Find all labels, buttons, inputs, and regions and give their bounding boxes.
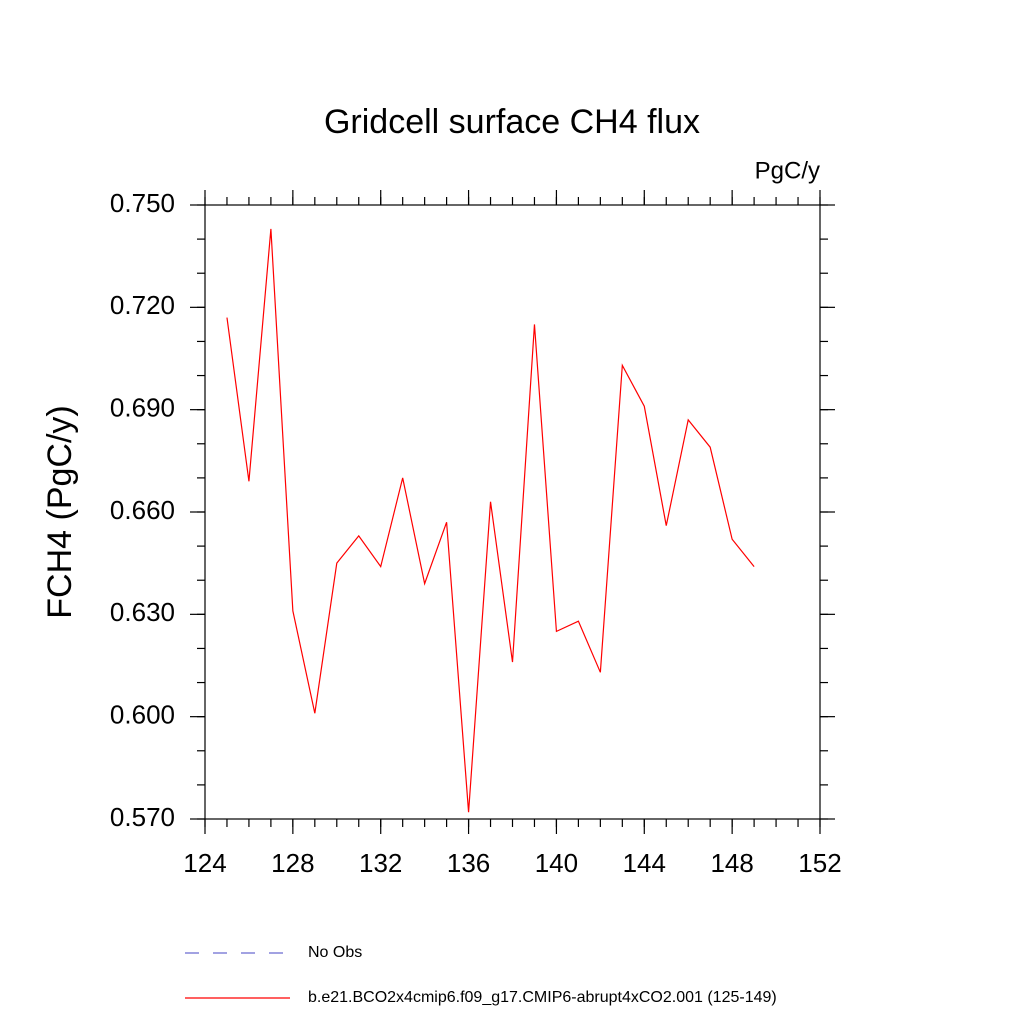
y-tick-label: 0.720 [110, 290, 175, 320]
legend-label: b.e21.BCO2x4cmip6.f09_g17.CMIP6-abrupt4x… [308, 989, 777, 1006]
y-tick-label: 0.690 [110, 393, 175, 423]
x-tick-label: 144 [623, 848, 666, 878]
chart-title: Gridcell surface CH4 flux [324, 103, 700, 141]
x-tick-label: 140 [535, 848, 578, 878]
y-tick-label: 0.600 [110, 700, 175, 730]
x-tick-label: 148 [710, 848, 753, 878]
plot-frame [204, 204, 821, 820]
y-tick-label: 0.570 [110, 802, 175, 832]
legend-label: No Obs [308, 944, 362, 961]
y-tick-label: 0.660 [110, 495, 175, 525]
x-tick-label: 136 [447, 848, 490, 878]
y-tick-label: 0.630 [110, 597, 175, 627]
y-axis-label: FCH4 (PgC/y) [41, 405, 79, 618]
y-tick-label: 0.750 [110, 188, 175, 218]
x-tick-label: 124 [183, 848, 226, 878]
data-line [226, 228, 755, 813]
x-tick-label: 128 [271, 848, 314, 878]
x-tick-label: 132 [359, 848, 402, 878]
units-label: PgC/y [755, 157, 820, 184]
x-tick-label: 152 [798, 848, 841, 878]
